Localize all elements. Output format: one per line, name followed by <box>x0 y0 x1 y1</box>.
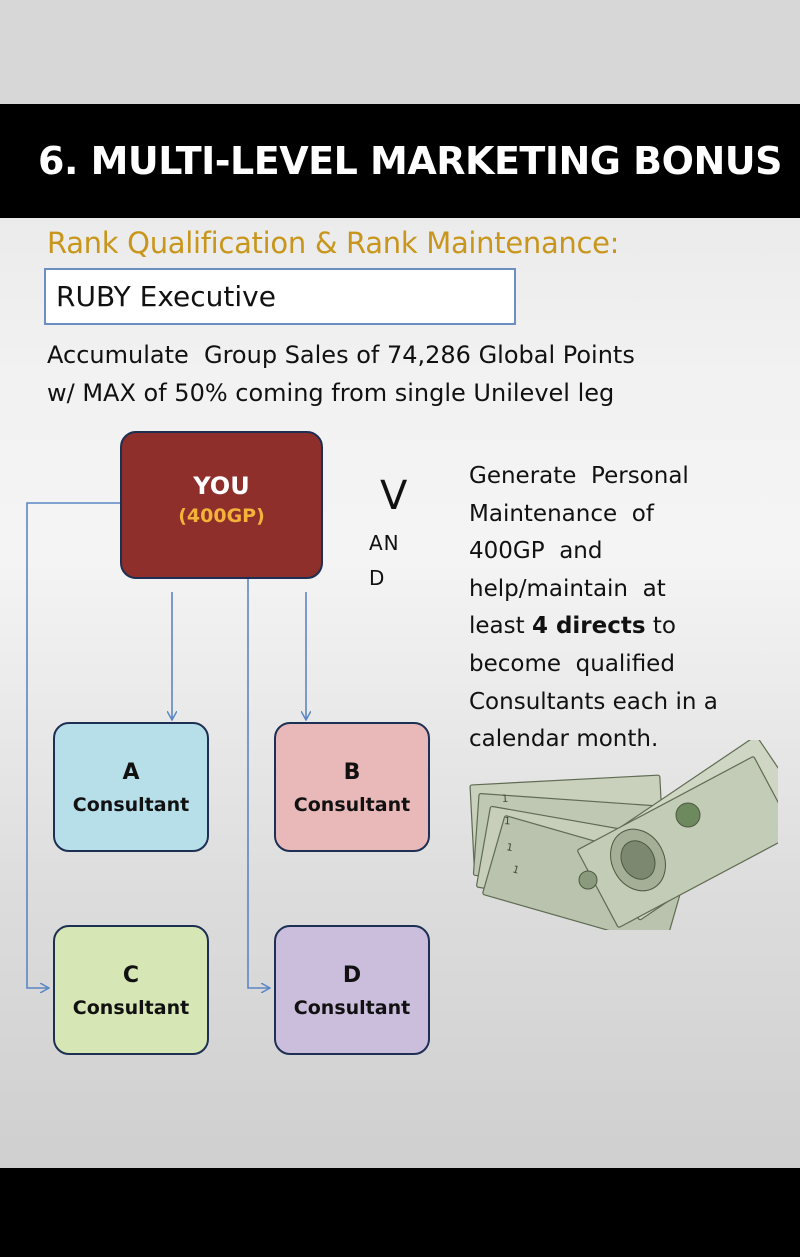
money-stack-icon: 1 1 1 1 <box>469 740 778 930</box>
and-text-an: AN <box>369 531 400 555</box>
maintenance-line-4: help/maintain at <box>469 575 666 602</box>
rank-box: RUBY Executive <box>44 268 516 325</box>
you-label: YOU <box>193 472 250 500</box>
and-text-v: V <box>380 473 408 519</box>
maintenance-line-6: become qualified <box>469 650 675 677</box>
consultant-a-node: A Consultant <box>53 722 209 852</box>
node-role: Consultant <box>72 794 190 816</box>
consultant-d-node: D Consultant <box>274 925 430 1055</box>
node-role: Consultant <box>293 794 411 816</box>
maintenance-text: Generate Personal Maintenance of 400GP a… <box>469 458 769 759</box>
requirements-line-2: w/ MAX of 50% coming from single Unileve… <box>47 379 615 407</box>
top-strip <box>0 0 800 104</box>
node-letter: C <box>122 963 140 988</box>
consultant-b-node: B Consultant <box>274 722 430 852</box>
page-title: 6. MULTI-LEVEL MARKETING BONUS <box>0 104 800 218</box>
svg-text:1: 1 <box>505 842 513 854</box>
and-text-d: D <box>369 566 385 590</box>
section-subtitle: Rank Qualification & Rank Maintenance: <box>47 226 620 260</box>
maintenance-line-8: calendar month. <box>469 726 659 753</box>
node-role: Consultant <box>293 997 411 1019</box>
arrow-to-c <box>26 502 120 988</box>
requirements-line-1: Accumulate Group Sales of 74,286 Global … <box>47 341 635 369</box>
maintenance-line-5-bold: 4 directs <box>531 613 646 640</box>
maintenance-line-5-post: to <box>645 613 676 640</box>
maintenance-line-1: Generate Personal <box>469 463 689 489</box>
maintenance-line-2: Maintenance of <box>469 500 654 527</box>
you-points: (400GP) <box>178 505 265 527</box>
node-role: Consultant <box>72 997 190 1019</box>
node-letter: A <box>122 760 140 785</box>
node-letter: D <box>342 963 362 988</box>
consultant-c-node: C Consultant <box>53 925 209 1055</box>
maintenance-line-7: Consultants each in a <box>469 688 718 715</box>
you-node: YOU (400GP) <box>120 431 323 579</box>
svg-text:1: 1 <box>504 816 511 827</box>
svg-text:1: 1 <box>511 864 520 876</box>
arrow-to-d <box>247 579 269 988</box>
maintenance-line-3: 400GP and <box>469 538 603 565</box>
svg-text:1: 1 <box>502 794 509 805</box>
bottom-bar <box>0 1168 800 1257</box>
requirements-text: Accumulate Group Sales of 74,286 Global … <box>47 336 747 412</box>
maintenance-line-5: least 4 directs to <box>469 608 769 646</box>
node-letter: B <box>343 760 361 785</box>
maintenance-line-5-pre: least <box>469 613 532 640</box>
